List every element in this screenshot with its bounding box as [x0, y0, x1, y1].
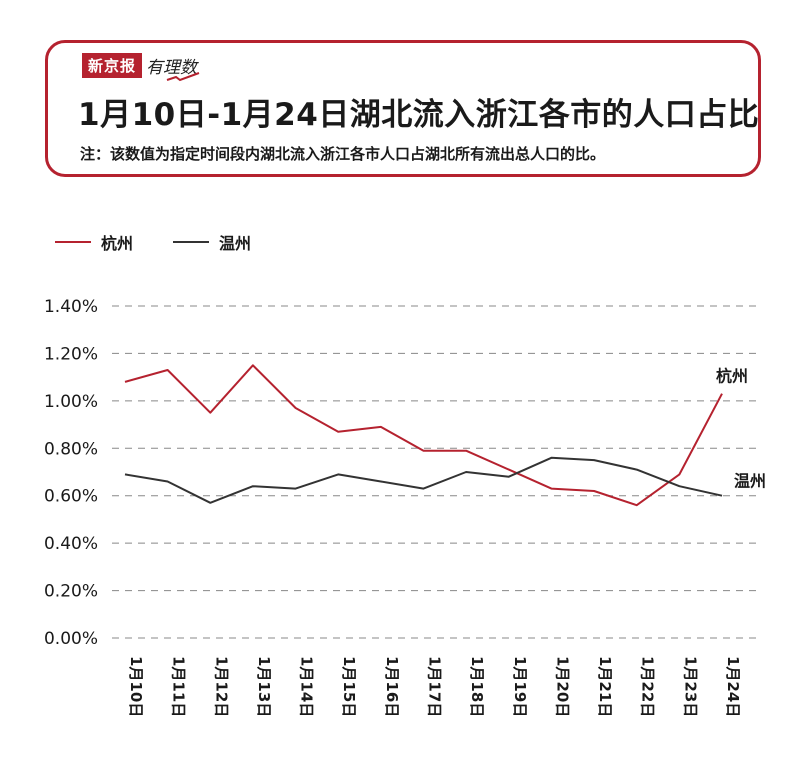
- chart-title: 1月10日-1月24日湖北流入浙江各市的人口占比: [78, 97, 760, 133]
- legend-swatch-wenzhou: [173, 241, 210, 243]
- series-end-label: 温州: [733, 472, 766, 491]
- legend-swatch-hangzhou: [55, 241, 91, 243]
- brand-column-text: 有理数: [146, 57, 198, 78]
- title-card: 新京报 有理数 1月10日-1月24日湖北流入浙江各市的人口占比 注：该数值为指…: [45, 40, 761, 177]
- series-line: [124, 364, 723, 507]
- x-tick-label: 1月24日: [724, 656, 742, 717]
- y-tick-label: 0.20%: [44, 582, 98, 602]
- x-tick-label: 1月16日: [383, 656, 401, 717]
- legend: 杭州 温州: [55, 230, 291, 254]
- x-tick-label: 1月23日: [681, 656, 699, 717]
- x-tick-label: 1月19日: [511, 656, 529, 717]
- y-tick-label: 1.00%: [44, 392, 98, 412]
- x-tick-label: 1月11日: [170, 656, 188, 717]
- y-tick-label: 0.60%: [44, 487, 98, 507]
- legend-item-wenzhou: 温州: [173, 230, 251, 254]
- x-tick-label: 1月15日: [340, 656, 358, 717]
- x-tick-label: 1月22日: [639, 656, 657, 717]
- brand-logo: 新京报 有理数: [82, 52, 200, 81]
- legend-label-wenzhou: 温州: [219, 234, 252, 253]
- x-tick-label: 1月12日: [212, 656, 230, 717]
- x-tick-label: 1月17日: [426, 656, 444, 717]
- y-tick-label: 0.00%: [44, 629, 98, 649]
- x-tick-label: 1月20日: [553, 656, 571, 717]
- chart-note: 注：该数值为指定时间段内湖北流入浙江各市人口占湖北所有流出总人口的比。: [80, 145, 606, 163]
- x-tick-label: 1月10日: [127, 656, 145, 717]
- legend-item-hangzhou: 杭州: [55, 230, 133, 254]
- brand-swoosh-icon: [166, 71, 200, 81]
- x-tick-label: 1月18日: [468, 656, 486, 717]
- x-tick-label: 1月21日: [596, 656, 614, 717]
- y-tick-label: 1.40%: [44, 297, 98, 317]
- y-tick-label: 0.80%: [44, 439, 98, 459]
- x-tick-label: 1月14日: [298, 656, 316, 717]
- y-tick-label: 0.40%: [44, 534, 98, 554]
- series-end-label: 杭州: [716, 367, 748, 386]
- brand-name: 新京报: [82, 52, 143, 78]
- legend-label-hangzhou: 杭州: [101, 234, 134, 253]
- brand-column: 有理数: [146, 53, 200, 81]
- x-tick-label: 1月13日: [255, 656, 273, 717]
- y-tick-label: 1.20%: [44, 344, 98, 364]
